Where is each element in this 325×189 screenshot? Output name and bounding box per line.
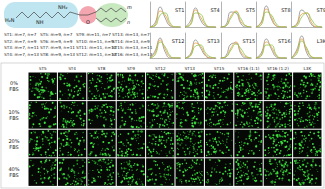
svg-text:ST16: ST16 xyxy=(278,38,291,44)
svg-text:ST8: ST8 xyxy=(98,66,106,71)
svg-text:ST13: ST13 xyxy=(207,38,220,44)
svg-text:ST15: ST15 xyxy=(214,66,225,71)
svg-text:ST1: ST1 xyxy=(175,7,184,13)
svg-text:ST13: m=13, n=7: ST13: m=13, n=7 xyxy=(112,32,150,37)
svg-text:ST15: m=13, n=11: ST15: m=13, n=11 xyxy=(112,45,153,50)
svg-text:NH: NH xyxy=(36,19,44,25)
svg-text:ST15: ST15 xyxy=(243,38,256,44)
svg-text:ST7: m=9, n=11: ST7: m=9, n=11 xyxy=(40,45,75,50)
svg-text:n: n xyxy=(127,19,130,25)
svg-text:ST5: m=9, n=7: ST5: m=9, n=7 xyxy=(40,32,73,37)
svg-text:ST16 (1:1): ST16 (1:1) xyxy=(238,66,260,71)
svg-text:10%: 10% xyxy=(8,108,20,115)
svg-text:40%: 40% xyxy=(8,166,20,173)
svg-text:ST9: ST9 xyxy=(317,7,325,13)
svg-text:ST10: m=11, n=9: ST10: m=11, n=9 xyxy=(76,39,114,44)
svg-text:H₂N: H₂N xyxy=(5,17,15,23)
svg-text:FBS: FBS xyxy=(9,86,18,92)
svg-text:ST12: m=11, n=13: ST12: m=11, n=13 xyxy=(76,52,117,57)
svg-text:ST2: m=7, n=9: ST2: m=7, n=9 xyxy=(4,39,37,44)
svg-text:ST16 (1:2): ST16 (1:2) xyxy=(267,66,289,71)
svg-text:ST4: m=7, n=13: ST4: m=7, n=13 xyxy=(4,52,39,57)
svg-text:ST4: ST4 xyxy=(68,66,76,71)
svg-text:20%: 20% xyxy=(8,137,20,144)
svg-text:ST8: m=9, n=13: ST8: m=9, n=13 xyxy=(40,52,75,57)
svg-text:ST9: m=11, n=7: ST9: m=11, n=7 xyxy=(76,32,111,37)
svg-text:ST3: m=7, n=11: ST3: m=7, n=11 xyxy=(4,45,39,50)
svg-text:FBS: FBS xyxy=(9,144,18,150)
svg-text:FBS: FBS xyxy=(9,115,18,121)
svg-text:NH₂: NH₂ xyxy=(58,4,68,10)
svg-text:ST8: ST8 xyxy=(281,7,290,13)
svg-text:ST11: m=11, n=11: ST11: m=11, n=11 xyxy=(76,45,117,50)
svg-text:ST12: ST12 xyxy=(155,66,166,71)
svg-text:0%: 0% xyxy=(10,80,18,87)
svg-text:ST6: m=9, n=9: ST6: m=9, n=9 xyxy=(40,39,73,44)
svg-text:L3K: L3K xyxy=(317,38,325,44)
svg-text:ST16: m=13, n=13: ST16: m=13, n=13 xyxy=(112,52,153,57)
svg-text:ST13: ST13 xyxy=(184,66,195,71)
svg-text:O: O xyxy=(86,19,90,25)
svg-text:ST14: m=13, n=9: ST14: m=13, n=9 xyxy=(112,39,150,44)
svg-text:ST12: ST12 xyxy=(172,38,185,44)
svg-text:ST5: ST5 xyxy=(246,7,255,13)
svg-text:L3K: L3K xyxy=(303,66,311,71)
svg-text:ST4: ST4 xyxy=(210,7,219,13)
svg-text:ST1: m=7, n=7: ST1: m=7, n=7 xyxy=(4,32,37,37)
svg-text:FBS: FBS xyxy=(9,172,18,178)
svg-text:m: m xyxy=(127,4,132,10)
svg-text:ST5: ST5 xyxy=(39,66,47,71)
svg-text:ST9: ST9 xyxy=(127,66,135,71)
